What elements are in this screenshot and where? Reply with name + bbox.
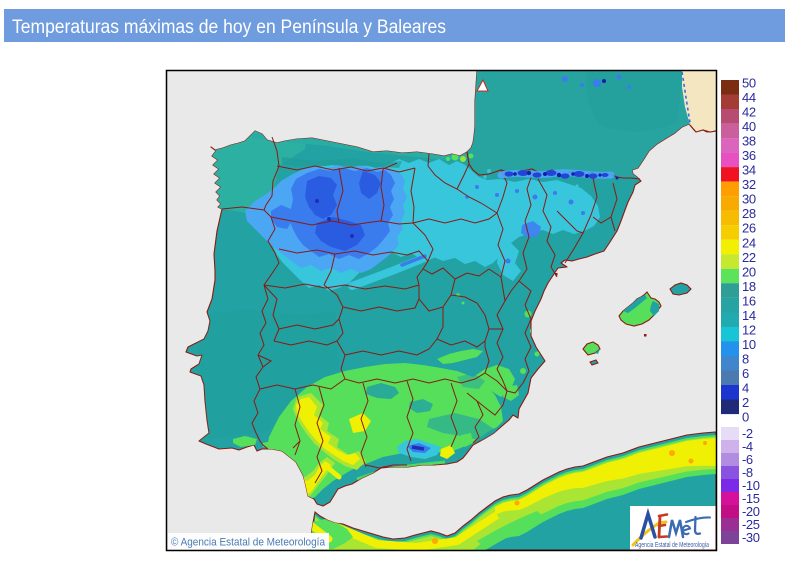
svg-text:-25: -25 <box>742 517 760 532</box>
svg-text:2: 2 <box>742 395 749 410</box>
svg-text:38: 38 <box>742 134 756 149</box>
svg-text:10: 10 <box>742 337 756 352</box>
svg-text:4: 4 <box>742 381 749 396</box>
svg-text:-8: -8 <box>742 465 753 480</box>
svg-text:-30: -30 <box>742 530 760 545</box>
svg-text:14: 14 <box>742 308 756 323</box>
svg-text:22: 22 <box>742 250 756 265</box>
svg-text:26: 26 <box>742 221 756 236</box>
svg-text:42: 42 <box>742 105 756 120</box>
svg-text:30: 30 <box>742 192 756 207</box>
svg-text:40: 40 <box>742 119 756 134</box>
svg-text:-2: -2 <box>742 426 753 441</box>
svg-text:32: 32 <box>742 177 756 192</box>
svg-text:6: 6 <box>742 366 749 381</box>
svg-text:Temperaturas máximas de hoy en: Temperaturas máximas de hoy en Península… <box>12 17 446 38</box>
svg-text:18: 18 <box>742 279 756 294</box>
svg-text:8: 8 <box>742 352 749 367</box>
svg-text:44: 44 <box>742 90 756 105</box>
svg-text:36: 36 <box>742 148 756 163</box>
svg-text:© Agencia Estatal de Meteorolo: © Agencia Estatal de Meteorología <box>171 537 326 549</box>
svg-text:16: 16 <box>742 293 756 308</box>
svg-text:12: 12 <box>742 322 756 337</box>
svg-text:24: 24 <box>742 235 756 250</box>
svg-text:-15: -15 <box>742 491 760 506</box>
svg-text:0: 0 <box>742 410 749 425</box>
svg-text:-4: -4 <box>742 439 753 454</box>
svg-text:28: 28 <box>742 206 756 221</box>
svg-text:50: 50 <box>742 76 756 91</box>
svg-text:-20: -20 <box>742 504 760 519</box>
svg-text:Agencia Estatal de Meteorologí: Agencia Estatal de Meteorología <box>635 542 709 549</box>
svg-text:34: 34 <box>742 163 756 178</box>
svg-text:-10: -10 <box>742 478 760 493</box>
svg-text:20: 20 <box>742 264 756 279</box>
svg-text:-6: -6 <box>742 452 753 467</box>
